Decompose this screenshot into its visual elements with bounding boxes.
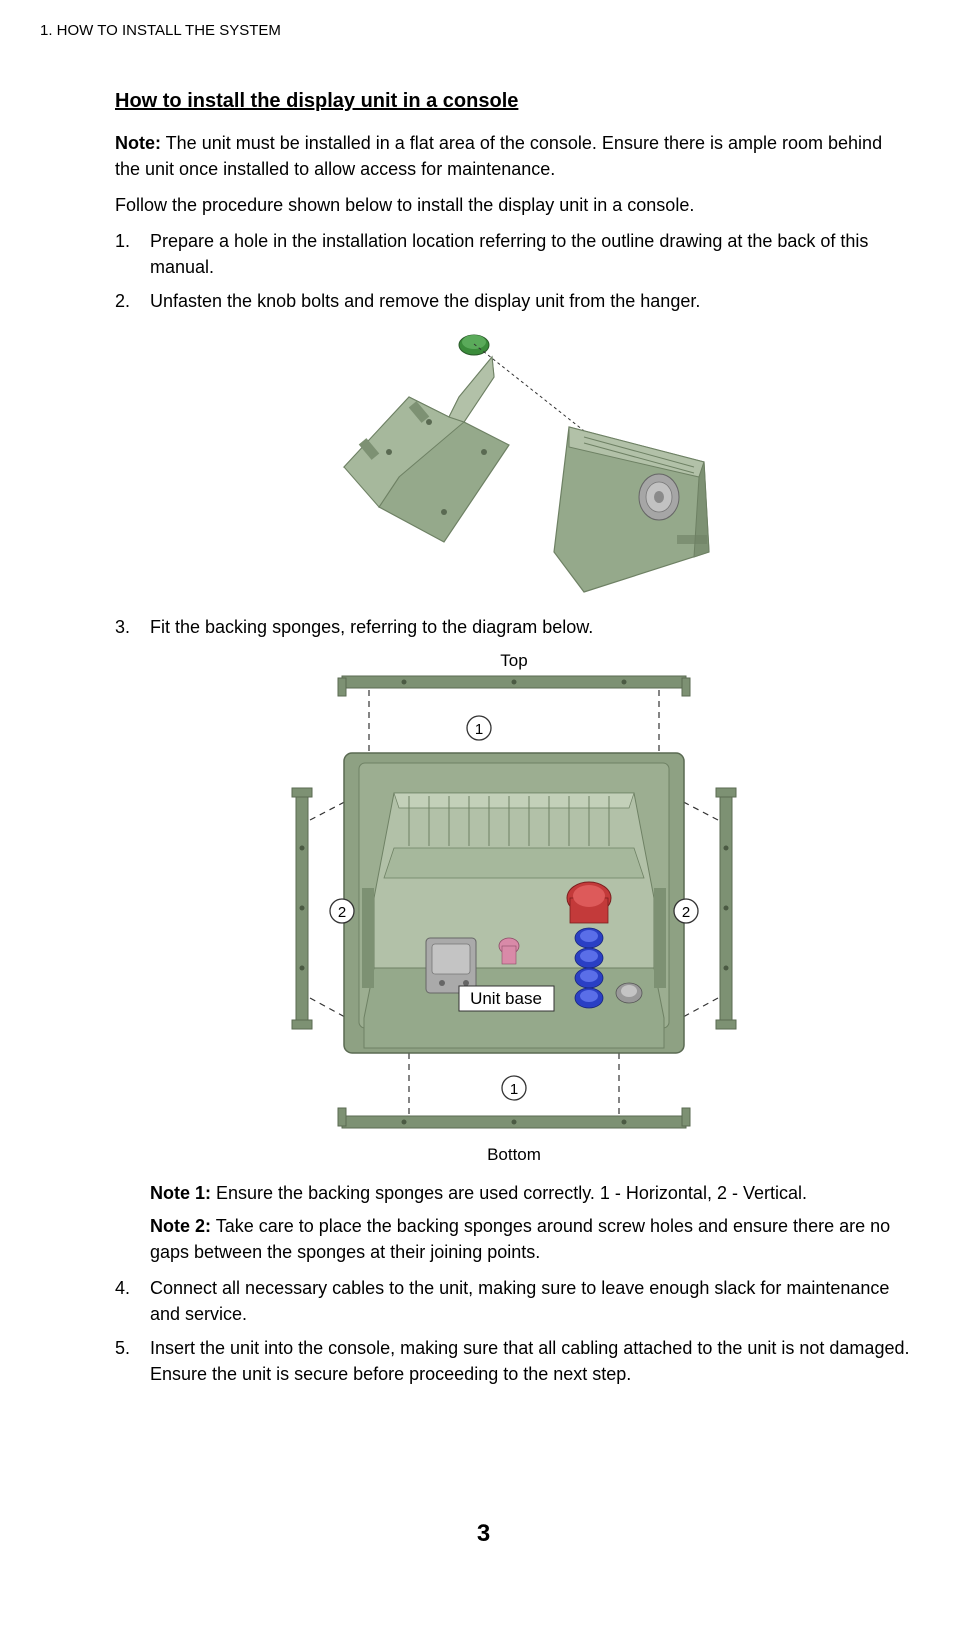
figure-notes: Note 1: Ensure the backing sponges are u… <box>150 1180 912 1264</box>
label-bottom: Bottom <box>487 1145 541 1164</box>
sponge-diagram-svg: Top Bottom <box>234 648 794 1168</box>
step-2: 2. Unfasten the knob bolts and remove th… <box>115 288 912 314</box>
note1-text: Ensure the backing sponges are used corr… <box>211 1183 807 1203</box>
step-4: 4. Connect all necessary cables to the u… <box>115 1275 912 1327</box>
note-paragraph: Note: The unit must be installed in a fl… <box>115 130 912 182</box>
step-text: Insert the unit into the console, making… <box>150 1335 912 1387</box>
note2-label: Note 2: <box>150 1216 211 1236</box>
step-text: Unfasten the knob bolts and remove the d… <box>150 288 912 314</box>
step-text: Prepare a hole in the installation locat… <box>150 228 912 280</box>
note-text: The unit must be installed in a flat are… <box>115 133 882 179</box>
step-number: 1. <box>115 228 150 280</box>
step-1: 1. Prepare a hole in the installation lo… <box>115 228 912 280</box>
step-number: 5. <box>115 1335 150 1387</box>
note-label: Note: <box>115 133 161 153</box>
page-header: 1. HOW TO INSTALL THE SYSTEM <box>40 20 927 42</box>
step-number: 3. <box>115 614 150 640</box>
intro-paragraph: Follow the procedure shown below to inst… <box>115 192 912 218</box>
unit-base-label: Unit base <box>470 989 542 1008</box>
figure-2-sponges: Top Bottom <box>115 648 912 1168</box>
step-number: 4. <box>115 1275 150 1327</box>
steps-list-continued-2: 4. Connect all necessary cables to the u… <box>115 1275 912 1387</box>
page-number: 3 <box>40 1517 927 1552</box>
label-top: Top <box>500 651 527 670</box>
note2-paragraph: Note 2: Take care to place the backing s… <box>150 1213 912 1265</box>
steps-list-continued: 3. Fit the backing sponges, referring to… <box>115 614 912 640</box>
steps-list: 1. Prepare a hole in the installation lo… <box>115 228 912 314</box>
figure-1-hanger <box>115 322 912 602</box>
section-title: How to install the display unit in a con… <box>115 87 912 116</box>
step-5: 5. Insert the unit into the console, mak… <box>115 1335 912 1387</box>
circle-2-right-text: 2 <box>681 904 689 921</box>
step-number: 2. <box>115 288 150 314</box>
circle-1-bottom-text: 1 <box>509 1081 517 1098</box>
step-text: Connect all necessary cables to the unit… <box>150 1275 912 1327</box>
hanger-diagram-svg <box>299 322 729 602</box>
note2-text: Take care to place the backing sponges a… <box>150 1216 890 1262</box>
step-3: 3. Fit the backing sponges, referring to… <box>115 614 912 640</box>
circle-1-top-text: 1 <box>474 721 482 738</box>
note1-paragraph: Note 1: Ensure the backing sponges are u… <box>150 1180 912 1206</box>
note1-label: Note 1: <box>150 1183 211 1203</box>
main-content: How to install the display unit in a con… <box>115 87 912 1387</box>
step-text: Fit the backing sponges, referring to th… <box>150 614 912 640</box>
circle-2-left-text: 2 <box>337 904 345 921</box>
